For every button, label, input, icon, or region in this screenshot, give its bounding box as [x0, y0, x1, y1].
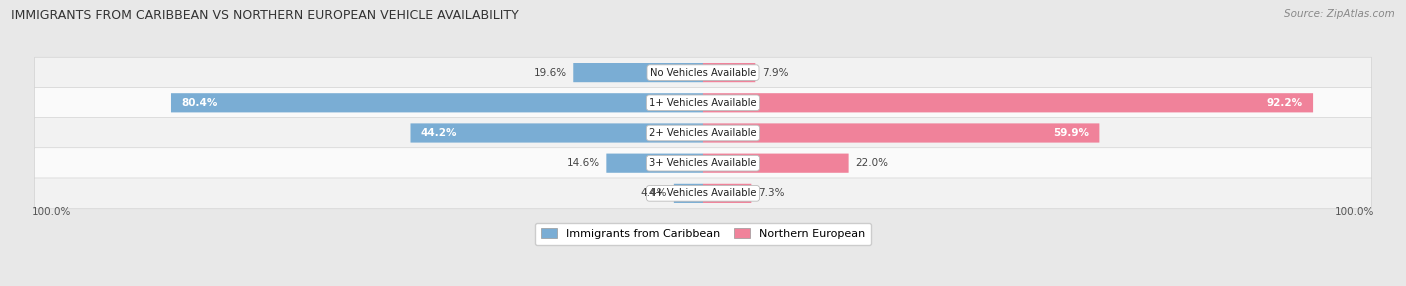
Text: 3+ Vehicles Available: 3+ Vehicles Available [650, 158, 756, 168]
Text: 80.4%: 80.4% [181, 98, 218, 108]
Text: 7.9%: 7.9% [762, 67, 789, 78]
FancyBboxPatch shape [35, 148, 1371, 178]
Text: 14.6%: 14.6% [567, 158, 600, 168]
FancyBboxPatch shape [703, 123, 1099, 143]
FancyBboxPatch shape [673, 184, 703, 203]
Text: IMMIGRANTS FROM CARIBBEAN VS NORTHERN EUROPEAN VEHICLE AVAILABILITY: IMMIGRANTS FROM CARIBBEAN VS NORTHERN EU… [11, 9, 519, 21]
FancyBboxPatch shape [35, 178, 1371, 209]
FancyBboxPatch shape [35, 118, 1371, 148]
FancyBboxPatch shape [703, 154, 849, 173]
Text: 92.2%: 92.2% [1267, 98, 1303, 108]
Legend: Immigrants from Caribbean, Northern European: Immigrants from Caribbean, Northern Euro… [534, 223, 872, 245]
FancyBboxPatch shape [411, 123, 703, 143]
FancyBboxPatch shape [703, 184, 751, 203]
FancyBboxPatch shape [35, 88, 1371, 118]
Text: 4.4%: 4.4% [641, 188, 668, 198]
Text: No Vehicles Available: No Vehicles Available [650, 67, 756, 78]
Text: 19.6%: 19.6% [533, 67, 567, 78]
Text: 1+ Vehicles Available: 1+ Vehicles Available [650, 98, 756, 108]
FancyBboxPatch shape [606, 154, 703, 173]
Text: 7.3%: 7.3% [758, 188, 785, 198]
Text: 2+ Vehicles Available: 2+ Vehicles Available [650, 128, 756, 138]
FancyBboxPatch shape [35, 57, 1371, 88]
FancyBboxPatch shape [574, 63, 703, 82]
FancyBboxPatch shape [703, 93, 1313, 112]
Text: 100.0%: 100.0% [1336, 207, 1375, 217]
Text: Source: ZipAtlas.com: Source: ZipAtlas.com [1284, 9, 1395, 19]
Text: 4+ Vehicles Available: 4+ Vehicles Available [650, 188, 756, 198]
Text: 44.2%: 44.2% [420, 128, 457, 138]
Text: 22.0%: 22.0% [855, 158, 889, 168]
FancyBboxPatch shape [172, 93, 703, 112]
Text: 100.0%: 100.0% [31, 207, 70, 217]
Text: 59.9%: 59.9% [1053, 128, 1090, 138]
FancyBboxPatch shape [703, 63, 755, 82]
